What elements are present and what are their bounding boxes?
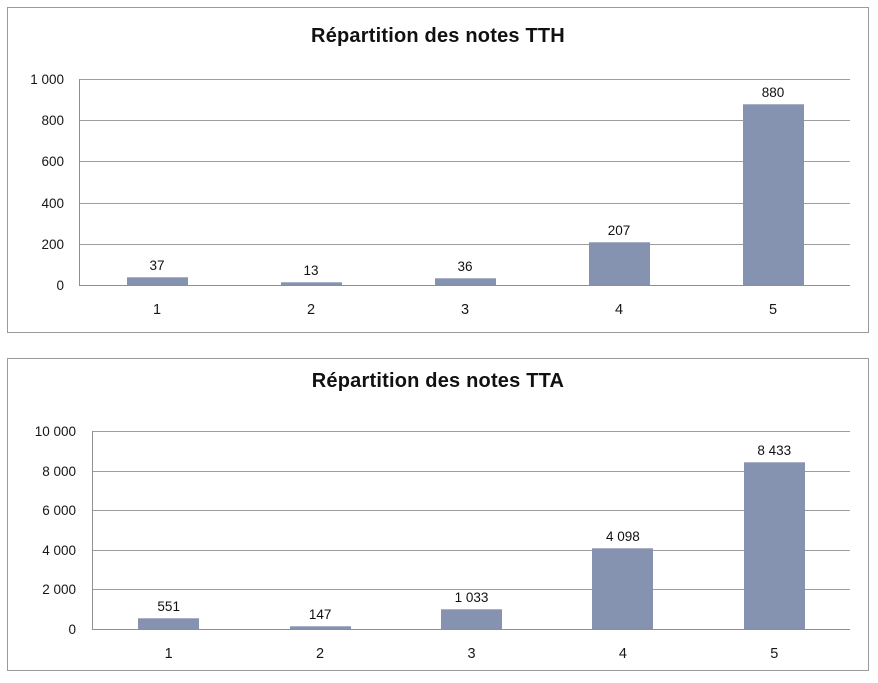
y-axis-tick-label: 0 [56,278,64,293]
data-label: 13 [303,263,319,278]
chart-title: Répartition des notes TTH [311,25,565,47]
data-label: 880 [761,85,785,100]
x-axis-category-label: 4 [614,302,624,318]
data-label: 36 [457,259,473,274]
x-axis-category-label: 5 [768,302,778,318]
y-axis-tick-label: 4 000 [42,543,76,558]
x-axis-category-label: 2 [316,646,325,662]
data-label: 4 098 [605,529,640,544]
gridline [80,161,850,162]
y-axis-tick-label: 0 [68,622,76,637]
plot-area: 1 000 800 600 400 200 0 37 1 13 2 36 3 207 4 880 5 [30,72,850,318]
data-label: 37 [149,258,165,273]
x-axis-category-label: 4 [618,646,627,662]
x-axis-category-label: 3 [467,646,476,662]
bar-note-5[interactable] [744,462,805,629]
y-axis-tick-label: 1 000 [30,72,64,87]
data-label: 147 [308,607,332,622]
bar-note-3[interactable] [441,609,502,629]
x-axis-category-label: 1 [164,646,173,662]
x-axis-category-label: 5 [770,646,779,662]
bar-note-3[interactable] [435,278,496,285]
data-label: 8 433 [757,443,792,458]
y-axis-tick-label: 400 [41,196,64,211]
plot-area: 10 000 8 000 6 000 4 000 2 000 0 551 1 147 2 1 033… [35,424,850,662]
chart-panel-tta[interactable]: Répartition des notes TTA 10 000 8 000 6 0… [7,358,869,671]
y-axis-line [79,79,80,285]
bar-note-4[interactable] [589,242,650,285]
y-axis-tick-label: 10 000 [34,424,76,439]
gridline [80,120,850,121]
gridline [93,550,850,551]
gridline [93,431,850,432]
x-axis-category-label: 2 [306,302,316,318]
data-label: 207 [607,223,631,238]
chart-panel-tth[interactable]: Répartition des notes TTH 1 000 800 600 400… [7,7,869,333]
gridline [93,589,850,590]
x-axis-line [79,285,850,286]
data-label: 1 033 [454,590,489,605]
y-axis-tick-label: 2 000 [42,582,76,597]
x-axis-line [92,629,850,630]
bar-note-5[interactable] [743,104,804,285]
data-label: 551 [157,599,180,614]
bar-note-1[interactable] [138,618,199,629]
bar-note-2[interactable] [281,282,342,285]
y-axis-tick-label: 6 000 [42,503,76,518]
bar-note-4[interactable] [592,548,653,629]
y-axis-tick-label: 600 [41,154,64,169]
bar-note-2[interactable] [290,626,351,629]
gridline [80,203,850,204]
y-axis-tick-label: 8 000 [42,464,76,479]
chart-title: Répartition des notes TTA [311,370,565,392]
gridline [93,510,850,511]
gridline [93,471,850,472]
bar-note-1[interactable] [127,277,188,285]
x-axis-category-label: 3 [460,302,470,318]
y-axis-tick-label: 200 [41,237,64,252]
gridline [80,79,850,80]
x-axis-category-label: 1 [152,302,162,318]
y-axis-tick-label: 800 [41,113,64,128]
y-axis-line [92,431,93,629]
gridline [80,244,850,245]
